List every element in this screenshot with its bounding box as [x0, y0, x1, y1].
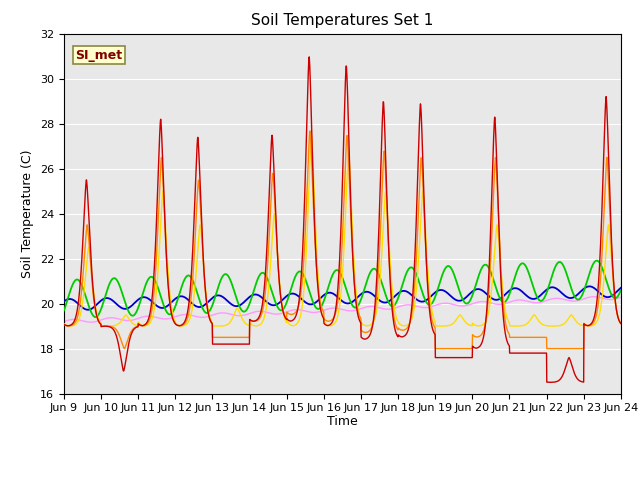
Title: Soil Temperatures Set 1: Soil Temperatures Set 1 [252, 13, 433, 28]
X-axis label: Time: Time [327, 415, 358, 428]
Y-axis label: Soil Temperature (C): Soil Temperature (C) [22, 149, 35, 278]
Legend: TC1_2Cm, TC1_4Cm, TC1_8Cm, TC1_16Cm, TC1_32Cm, TC1_50Cm: TC1_2Cm, TC1_4Cm, TC1_8Cm, TC1_16Cm, TC1… [54, 476, 630, 480]
Text: SI_met: SI_met [75, 49, 122, 62]
